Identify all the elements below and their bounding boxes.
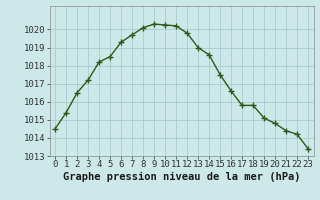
X-axis label: Graphe pression niveau de la mer (hPa): Graphe pression niveau de la mer (hPa)	[63, 172, 300, 182]
